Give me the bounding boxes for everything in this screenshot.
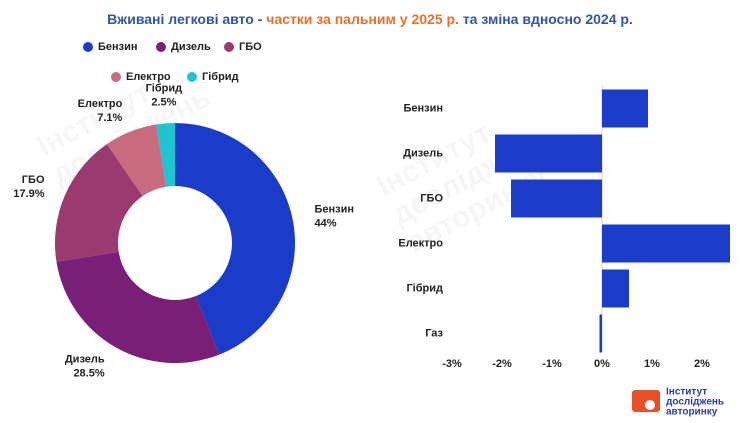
title-part: частки за пальним у 2025 р. <box>266 11 459 27</box>
x-tick-label: -2% <box>492 358 512 370</box>
bar <box>602 224 730 263</box>
logo-icon <box>645 400 655 410</box>
title-part: Вживані легкові авто - <box>107 11 266 27</box>
y-tick-label: Бензин <box>403 102 443 114</box>
bar <box>495 134 602 173</box>
legend-marker <box>224 42 234 52</box>
slice-label: Електро <box>78 98 123 110</box>
logo: Інститут досліджень авторинку <box>632 387 724 418</box>
bar <box>602 89 648 128</box>
pie-slice <box>55 144 143 262</box>
legend-label: ГБО <box>239 41 262 53</box>
pie-slice <box>106 124 167 197</box>
x-tick-label: 0% <box>594 358 610 370</box>
logo-text: досліджень <box>666 397 724 408</box>
y-tick-label: ГБО <box>420 192 443 204</box>
slice-label: Бензин <box>314 203 354 215</box>
bar <box>602 269 629 308</box>
slice-label: Дизель <box>65 353 105 365</box>
legend-marker <box>83 42 93 52</box>
slice-value-label: 17.9% <box>13 188 44 200</box>
pie-slice <box>56 251 220 363</box>
pie-slice <box>156 123 175 187</box>
pie-slice <box>175 123 296 355</box>
legend-label: Бензин <box>98 41 138 53</box>
logo-text: Інститут <box>666 387 707 398</box>
x-tick-label: -1% <box>542 358 562 370</box>
x-tick-label: 1% <box>644 358 660 370</box>
legend-marker <box>111 72 121 82</box>
x-tick-label: 2% <box>694 358 710 370</box>
legend-marker <box>187 72 197 82</box>
chart-title: Вживані легкові авто - частки за пальним… <box>107 11 633 27</box>
slice-value-label: 44% <box>314 217 336 229</box>
legend-label: Гібрид <box>202 71 239 83</box>
y-tick-label: Дизель <box>403 147 443 159</box>
slice-label: ГБО <box>22 174 45 186</box>
title-part: та зміна вдносно 2024 р. <box>459 11 633 27</box>
y-tick-label: Газ <box>425 327 443 339</box>
y-tick-label: Електро <box>398 237 443 249</box>
legend-label: Електро <box>126 71 171 83</box>
bar <box>599 314 602 353</box>
legend-marker <box>156 42 166 52</box>
logo-text: авторинку <box>666 407 718 418</box>
y-tick-label: Гібрид <box>406 282 443 294</box>
x-tick-label: -3% <box>442 358 462 370</box>
slice-label: Гібрид <box>146 82 183 94</box>
slice-value-label: 28.5% <box>73 367 104 379</box>
slice-value-label: 2.5% <box>151 96 176 108</box>
legend-label: Дизель <box>171 41 211 53</box>
logo-icon <box>632 390 660 412</box>
slice-value-label: 7.1% <box>97 112 122 124</box>
bar <box>511 179 602 218</box>
